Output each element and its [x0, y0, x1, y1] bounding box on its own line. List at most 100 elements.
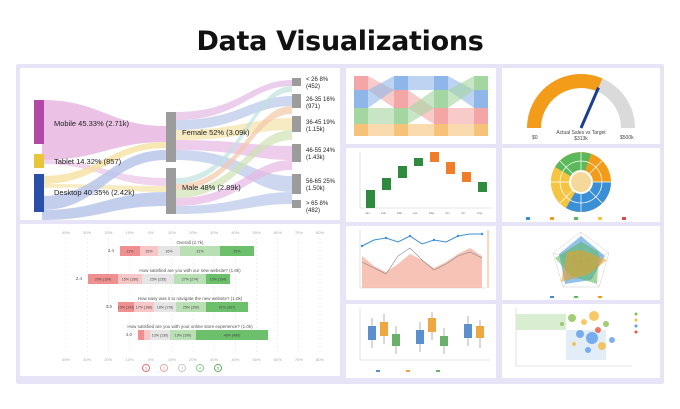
survey-bar-segment	[88, 274, 118, 284]
survey-bar-label: 15%	[145, 250, 153, 254]
survey-bar-label: 23% (235)	[150, 278, 167, 282]
survey-legend-marker	[142, 364, 150, 372]
svg-text:Feb: Feb	[381, 211, 387, 215]
survey-panel: 40% 30% 20% 10% 0% 10% 20% 30% 40% 50% 60% 70% 80% 4…	[20, 224, 340, 376]
survey-chart: 40% 30% 20% 10% 0% 10% 20% 30% 40% 50% 60% 70% 80% 4…	[62, 230, 324, 372]
gauge-max-label: $500k	[620, 135, 634, 141]
survey-bar-segment	[176, 302, 206, 312]
sunburst-chart	[526, 152, 626, 220]
survey-question: How easy was it to navigate the new webs…	[138, 296, 243, 301]
sankey-age-count: (1.50k)	[306, 186, 325, 192]
sankey-age-count: (482)	[306, 208, 320, 214]
sankey-age-label: > 65 8%	[306, 201, 329, 207]
area-panel	[346, 226, 496, 300]
survey-axis-tick: 30%	[210, 230, 218, 235]
survey-bar-label: 17% (168)	[136, 306, 153, 310]
survey-legend-label: 3	[181, 366, 184, 371]
survey-bar-segment	[180, 246, 220, 256]
survey-axis-tick: 70%	[295, 357, 303, 362]
survey-bar-label: 18% (178)	[157, 306, 174, 310]
survey-bar-segment	[196, 330, 268, 340]
sankey-node-male	[166, 168, 176, 214]
bubble-panel	[502, 304, 660, 378]
sankey-age-count: (971)	[306, 104, 320, 110]
survey-question: How satisfied are you with your online s…	[127, 324, 253, 329]
sankey-node-desktop	[34, 174, 44, 212]
gauge-min-label: $0	[532, 135, 538, 141]
alluvial-chart	[354, 76, 488, 136]
survey-axis-tick: 0%	[148, 230, 154, 235]
survey-bar-segment	[206, 302, 248, 312]
survey-axis-tick: 20%	[189, 357, 197, 362]
survey-row-score: 4.0	[126, 332, 133, 337]
svg-text:Aug: Aug	[477, 211, 483, 215]
sankey-chart: Mobile 45.33% (2.71k) Tablet 14.32% (857…	[34, 77, 336, 220]
survey-bar-segment	[158, 246, 180, 256]
survey-legend-label: 2	[163, 366, 166, 371]
survey-legend-marker	[214, 364, 222, 372]
survey-legend-marker	[196, 364, 204, 372]
sankey-age-label: 26-35 16%	[306, 97, 336, 103]
survey-bar-label: 13% (130)	[152, 334, 169, 338]
svg-text:Jun: Jun	[445, 211, 450, 215]
survey-bar-label: 10% (103)	[118, 306, 135, 310]
survey-bar-label: 15% (154)	[210, 278, 227, 282]
svg-text:May: May	[429, 211, 435, 215]
survey-axis-tick: 40%	[62, 230, 70, 235]
survey-bar-label: 19% (190)	[175, 334, 192, 338]
survey-bar-segment	[142, 274, 174, 284]
page-title: Data Visualizations	[196, 26, 484, 57]
survey-row-score: 3.5	[106, 304, 113, 309]
waterfall-panel: Jan Feb Mar Apr May Jun Jul Aug	[346, 148, 496, 222]
survey-bar-segment	[206, 274, 230, 284]
survey-axis-tick: 40%	[231, 357, 239, 362]
survey-axis-tick: 50%	[252, 357, 260, 362]
survey-bar-segment	[154, 302, 176, 312]
survey-legend-label: 5	[217, 366, 220, 371]
survey-bar-label: 27% (274)	[182, 278, 199, 282]
gauge-caption: Actual Sales vs Target	[556, 130, 606, 136]
survey-bar-label: 13%	[126, 250, 134, 254]
survey-bar-segment	[170, 330, 196, 340]
survey-axis-tick: 50%	[252, 230, 260, 235]
sankey-age-count: (1.15k)	[306, 127, 325, 133]
survey-row-score: 2.4	[76, 276, 83, 281]
survey-axis-tick: 30%	[210, 357, 218, 362]
gauge-panel: $0 $500k Actual Sales vs Target $313k	[502, 68, 660, 144]
boxplot-chart	[359, 308, 490, 372]
radar-chart	[550, 231, 610, 298]
survey-row-score: 3.4	[108, 248, 115, 253]
survey-axis-tick: 80%	[316, 357, 324, 362]
sunburst-panel	[502, 148, 660, 222]
survey-bar-segment	[140, 246, 158, 256]
survey-axis-tick: 80%	[316, 230, 324, 235]
svg-text:Jan: Jan	[365, 211, 370, 215]
svg-text:Jul: Jul	[461, 211, 465, 215]
survey-question: Overall (2.7k)	[176, 240, 204, 245]
survey-bar-label: 31% (307)	[219, 306, 236, 310]
sankey-mid-label: Male 48% (2.89k)	[182, 183, 241, 192]
gauge-fill	[527, 74, 603, 129]
survey-axis-tick: 10%	[125, 357, 133, 362]
survey-axis-tick: 0%	[148, 357, 154, 362]
boxplot-panel	[346, 304, 496, 378]
survey-bar-segment	[174, 274, 206, 284]
sankey-node-tablet	[34, 154, 44, 168]
survey-axis-tick: 40%	[62, 357, 70, 362]
waterfall-chart: Jan Feb Mar Apr May Jun Jul Aug	[359, 152, 492, 215]
survey-bar-segment	[150, 330, 170, 340]
survey-bar-segment	[120, 246, 140, 256]
survey-axis-tick: 10%	[168, 230, 176, 235]
gauge-needle	[579, 87, 600, 129]
dashboard-frame: Mobile 45.33% (2.71k) Tablet 14.32% (857…	[16, 64, 664, 384]
survey-bar-segment	[118, 274, 142, 284]
survey-question: How satisfied are you with our new websi…	[139, 268, 241, 273]
sankey-age-label: 36-45 19%	[306, 120, 336, 126]
sankey-mid-label: Female 52% (3.09k)	[182, 128, 250, 137]
survey-bar-label: 48% (480)	[224, 334, 241, 338]
sankey-age-count: (1.43k)	[306, 155, 325, 161]
survey-legend-label: 1	[145, 366, 148, 371]
survey-bar-segment	[118, 302, 134, 312]
sankey-source-label: Mobile 45.33% (2.71k)	[54, 119, 130, 128]
survey-axis-tick: 10%	[125, 230, 133, 235]
